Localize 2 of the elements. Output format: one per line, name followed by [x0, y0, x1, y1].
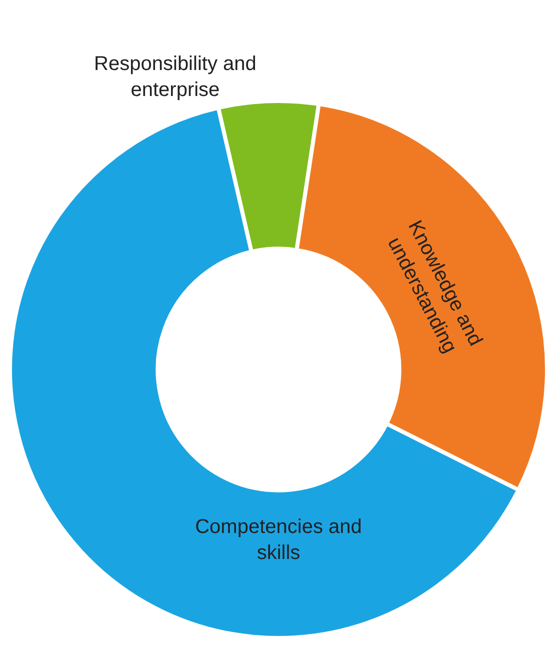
slice-label: Competencies and skills	[195, 516, 362, 564]
slice-label: Responsibility and enterprise	[94, 53, 256, 102]
